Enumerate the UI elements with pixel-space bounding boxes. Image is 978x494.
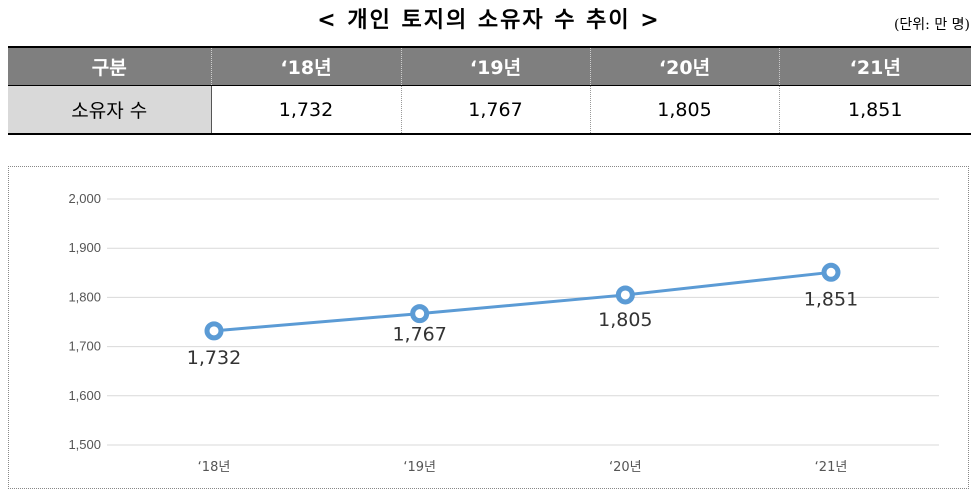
y-tick-label: 1,700 [68, 339, 101, 354]
table-cell: 1,767 [400, 85, 590, 135]
data-label: 1,805 [598, 309, 652, 331]
table-cell: 1,732 [210, 85, 401, 135]
x-tick-label: ‘19년 [403, 460, 436, 475]
table-row-header: 구분 [8, 46, 211, 86]
table-row-label: 소유자 수 [8, 85, 212, 135]
summary-table: 구분 ‘18년 ‘19년 ‘20년 ‘21년 소유자 수 1,732 1,767… [8, 46, 971, 135]
chart-title: < 개인 토지의 소유자 수 추이 > [317, 8, 661, 33]
data-point [204, 321, 224, 341]
data-point [821, 262, 841, 282]
data-label: 1,767 [392, 324, 446, 346]
table-column-header: ‘19년 [400, 46, 590, 86]
table-row: 소유자 수 1,732 1,767 1,805 1,851 [8, 85, 971, 135]
data-label: 1,732 [187, 347, 241, 369]
y-tick-label: 1,500 [68, 437, 101, 452]
y-tick-label: 1,800 [68, 289, 101, 304]
y-tick-label: 2,000 [68, 191, 101, 206]
data-point [615, 285, 635, 305]
table-header-row: 구분 ‘18년 ‘19년 ‘20년 ‘21년 [8, 46, 971, 86]
x-tick-label: ‘18년 [198, 460, 231, 475]
unit-label: (단위: 만 명) [893, 17, 970, 33]
table-column-header: ‘18년 [210, 46, 401, 86]
x-tick-label: ‘21년 [815, 460, 848, 475]
line-chart-panel: 1,500 1,600 1,700 1,800 1,900 2,000 ‘18년 ‘19년 ‘2… [8, 166, 969, 489]
x-tick-label: ‘20년 [609, 460, 642, 475]
series-line [213, 270, 832, 333]
table-cell: 1,851 [778, 85, 971, 135]
line-chart: 1,500 1,600 1,700 1,800 1,900 2,000 ‘18년 ‘19년 ‘2… [68, 191, 939, 475]
table-cell: 1,805 [589, 85, 779, 135]
table-column-header: ‘20년 [589, 46, 779, 86]
table-column-header: ‘21년 [778, 46, 971, 86]
data-point [410, 304, 430, 324]
y-tick-label: 1,600 [68, 388, 101, 403]
y-tick-label: 1,900 [68, 240, 101, 255]
data-label: 1,851 [804, 288, 858, 310]
